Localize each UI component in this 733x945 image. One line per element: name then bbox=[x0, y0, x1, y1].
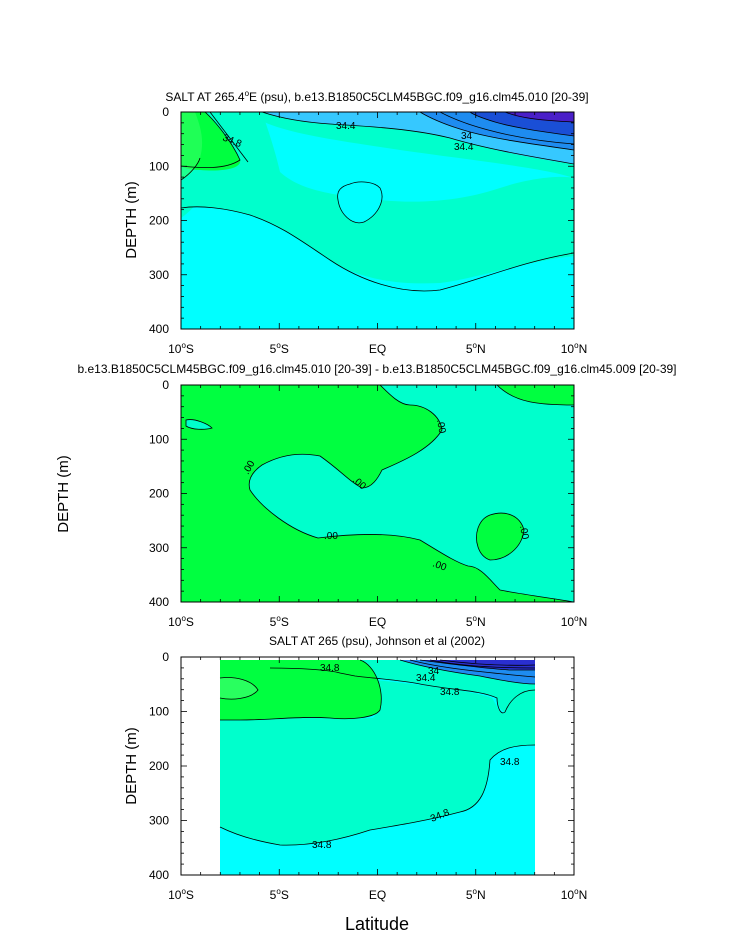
x-tick-label: 10oN bbox=[561, 614, 587, 629]
contour-label: .00 bbox=[517, 525, 530, 541]
panel-2-ylabel: DEPTH (m) bbox=[55, 455, 72, 533]
x-tick-label: 10oS bbox=[168, 614, 194, 629]
contour-label: 34 bbox=[428, 666, 440, 677]
y-tick-label: 0 bbox=[162, 378, 169, 392]
y-tick-label: 0 bbox=[162, 105, 169, 119]
panel-3-contour-fill bbox=[219, 659, 536, 875]
panel-1-ylabel: DEPTH (m) bbox=[123, 181, 140, 259]
contour-label: 34.8 bbox=[500, 757, 520, 768]
contour-label: 34.8 bbox=[312, 840, 332, 851]
x-tick-label: 5oS bbox=[270, 887, 289, 902]
panel-1-contour-fill bbox=[181, 112, 574, 329]
x-tick-label: 5oN bbox=[466, 341, 486, 356]
y-tick-label: 300 bbox=[149, 541, 169, 555]
x-tick-label: EQ bbox=[369, 342, 386, 356]
x-tick-label: 5oN bbox=[466, 614, 486, 629]
contour-label: 34.8 bbox=[320, 663, 340, 674]
x-tick-label: 10oN bbox=[561, 887, 587, 902]
contour-label: .00 bbox=[431, 558, 448, 573]
contour-label: 34.4 bbox=[336, 121, 356, 132]
contour-label: 34.4 bbox=[454, 142, 474, 153]
panel-1-ticks: 0 100 200 300 400 10oS 5oS EQ 5oN 10oN bbox=[149, 105, 587, 356]
y-tick-label: 400 bbox=[149, 322, 169, 336]
x-tick-label: 10oS bbox=[168, 887, 194, 902]
x-tick-label: EQ bbox=[369, 615, 386, 629]
panel-2-ticks: 0 100 200 300 400 10oS 5oS EQ 5oN 10oN bbox=[149, 378, 587, 629]
panel-3-title: SALT AT 265 (psu), Johnson et al (2002) bbox=[269, 634, 485, 648]
y-tick-label: 100 bbox=[149, 159, 169, 173]
y-tick-label: 400 bbox=[149, 868, 169, 882]
panel-2-contour-fill bbox=[181, 385, 574, 602]
panel-3: SALT AT 265 (psu), Johnson et al (2002) bbox=[123, 634, 587, 902]
y-tick-label: 300 bbox=[149, 814, 169, 828]
x-axis-title: Latitude bbox=[345, 914, 409, 934]
contour-label: 34 bbox=[461, 131, 473, 142]
x-tick-label: 5oS bbox=[270, 614, 289, 629]
panel-1-title: SALT AT 265.4oE (psu), b.e13.B1850C5CLM4… bbox=[165, 89, 588, 104]
x-tick-label: 5oN bbox=[466, 887, 486, 902]
contour-label: 34.8 bbox=[440, 687, 460, 698]
y-tick-label: 200 bbox=[149, 214, 169, 228]
contour-label: .00 bbox=[324, 531, 338, 542]
panel-1: SALT AT 265.4oE (psu), b.e13.B1850C5CLM4… bbox=[123, 89, 589, 356]
panel-2: b.e13.B1850C5CLM45BGC.f09_g16.clm45.010 … bbox=[55, 362, 677, 629]
y-tick-label: 200 bbox=[149, 487, 169, 501]
y-tick-label: 0 bbox=[162, 650, 169, 664]
y-tick-label: 400 bbox=[149, 595, 169, 609]
panel-2-title: b.e13.B1850C5CLM45BGC.f09_g16.clm45.010 … bbox=[77, 362, 676, 376]
y-tick-label: 300 bbox=[149, 268, 169, 282]
contour-label: .00 bbox=[434, 419, 447, 435]
x-tick-label: 5oS bbox=[270, 341, 289, 356]
x-tick-label: 10oS bbox=[168, 341, 194, 356]
panel-3-ylabel: DEPTH (m) bbox=[123, 727, 140, 805]
y-tick-label: 100 bbox=[149, 705, 169, 719]
panel-3-ticks: 0 100 200 300 400 10oS 5oS EQ 5oN 10oN bbox=[149, 650, 587, 902]
x-tick-label: EQ bbox=[369, 888, 386, 902]
contour-label: 34.4 bbox=[416, 673, 436, 684]
y-tick-label: 100 bbox=[149, 432, 169, 446]
x-tick-label: 10oN bbox=[561, 341, 587, 356]
y-tick-label: 200 bbox=[149, 759, 169, 773]
